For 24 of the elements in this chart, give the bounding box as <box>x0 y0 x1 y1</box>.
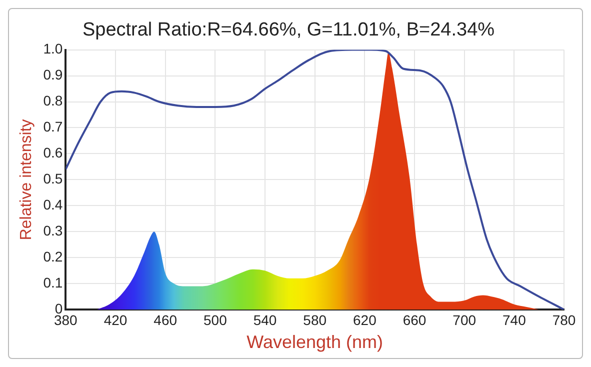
y-tick-label: 0 <box>54 300 63 316</box>
y-tick-label: 1.0 <box>43 40 63 57</box>
x-tick-label: 540 <box>253 312 277 328</box>
y-tick-label: 0.6 <box>43 144 63 161</box>
y-tick-label: 0.5 <box>43 170 63 187</box>
x-tick-label: 420 <box>104 312 128 328</box>
x-tick-label: 460 <box>154 312 178 328</box>
x-tick-label: 740 <box>502 312 526 328</box>
y-tick-label: 0.2 <box>43 248 63 264</box>
y-tick-label: 0.8 <box>43 92 63 109</box>
y-tick-label: 0.3 <box>43 222 63 239</box>
x-tick-label: 580 <box>303 312 327 328</box>
y-tick-label: 0.1 <box>43 274 63 290</box>
y-tick-label: 0.9 <box>43 66 63 83</box>
y-tick-label: 0.7 <box>43 118 63 135</box>
x-tick-label: 780 <box>552 312 576 328</box>
x-tick-label: 500 <box>203 312 228 328</box>
x-tick-label: 620 <box>352 312 377 328</box>
chart-title: Spectral Ratio:R=64.66%, G=11.01%, B=24.34% <box>82 20 495 41</box>
x-axis-title: Wavelength (nm) <box>246 332 384 352</box>
y-axis-title: Relative intensity <box>18 119 36 240</box>
x-tick-label: 660 <box>402 312 426 328</box>
y-tick-label: 0.4 <box>43 196 63 213</box>
x-tick-label: 700 <box>452 312 476 328</box>
